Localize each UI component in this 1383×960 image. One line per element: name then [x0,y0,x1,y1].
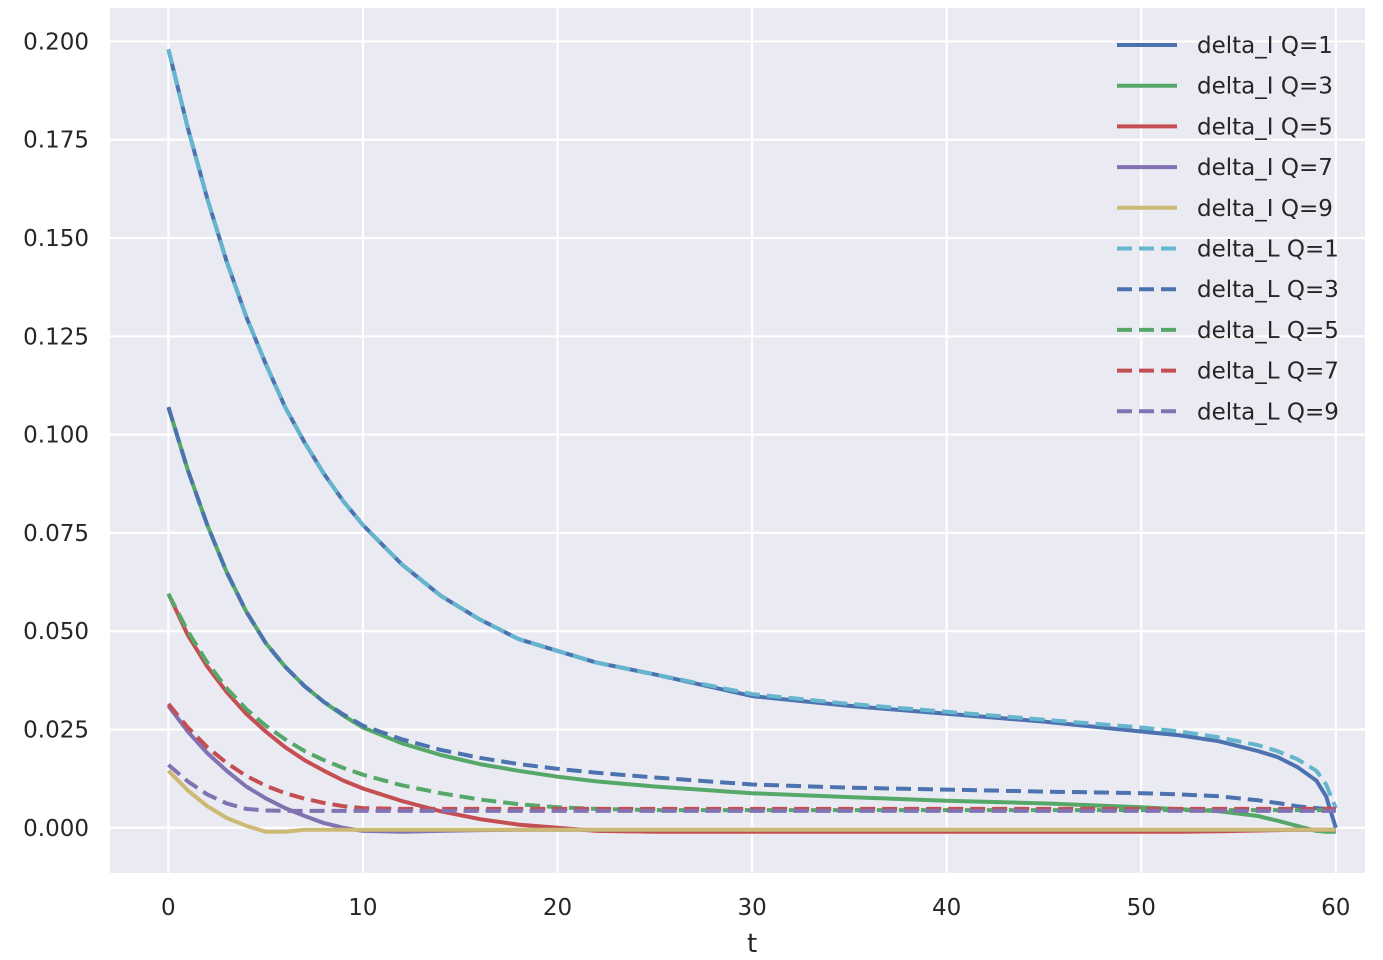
series-line [167,763,1336,813]
x-tick-label: 20 [543,895,572,921]
y-tick-label: 0.100 [23,423,89,449]
plot-background [110,8,1365,873]
legend-entry: delta_L Q=3 [1197,277,1339,303]
x-tick-label: 40 [932,895,961,921]
y-tick-label: 0.175 [23,128,89,154]
y-tick-label: 0.075 [23,521,89,547]
x-tick-label: 60 [1321,895,1350,921]
y-tick-label: 0.000 [23,816,89,842]
x-tick-labels: 0 10 20 30 40 50 60 [161,895,1350,921]
legend-entry: delta_L Q=9 [1197,399,1339,425]
x-tick-label: 10 [348,895,377,921]
y-tick-labels: 0.000 0.025 0.050 0.075 0.100 0.125 0.150 0.175… [23,29,89,841]
series-line [166,48,1338,809]
y-tick-label: 0.025 [23,717,89,743]
legend-entry: delta_I Q=7 [1197,155,1333,181]
series-line [166,769,1336,834]
legend-entry: delta_I Q=5 [1197,114,1333,140]
series-line [166,406,1337,813]
x-tick-label: 0 [161,895,176,921]
x-tick-label: 30 [737,895,766,921]
x-tick-label: 50 [1127,895,1156,921]
legend-entry: delta_L Q=1 [1197,237,1339,263]
series-layer [166,48,1338,834]
y-tick-label: 0.200 [23,29,89,55]
legend-entry: delta_L Q=5 [1197,318,1339,344]
grid-lines [110,8,1365,873]
y-tick-label: 0.050 [23,619,89,645]
y-tick-label: 0.125 [23,324,89,350]
x-axis-label: t [747,929,757,959]
legend-entry: delta_I Q=3 [1197,74,1333,100]
legend-entry: delta_I Q=9 [1197,196,1333,222]
legend-entry: delta_I Q=1 [1197,33,1333,59]
legend: delta_I Q=1 delta_I Q=3 delta_I Q=5 delta_I… [1117,33,1339,425]
legend-entry: delta_L Q=7 [1197,359,1339,385]
y-tick-label: 0.150 [23,226,89,252]
